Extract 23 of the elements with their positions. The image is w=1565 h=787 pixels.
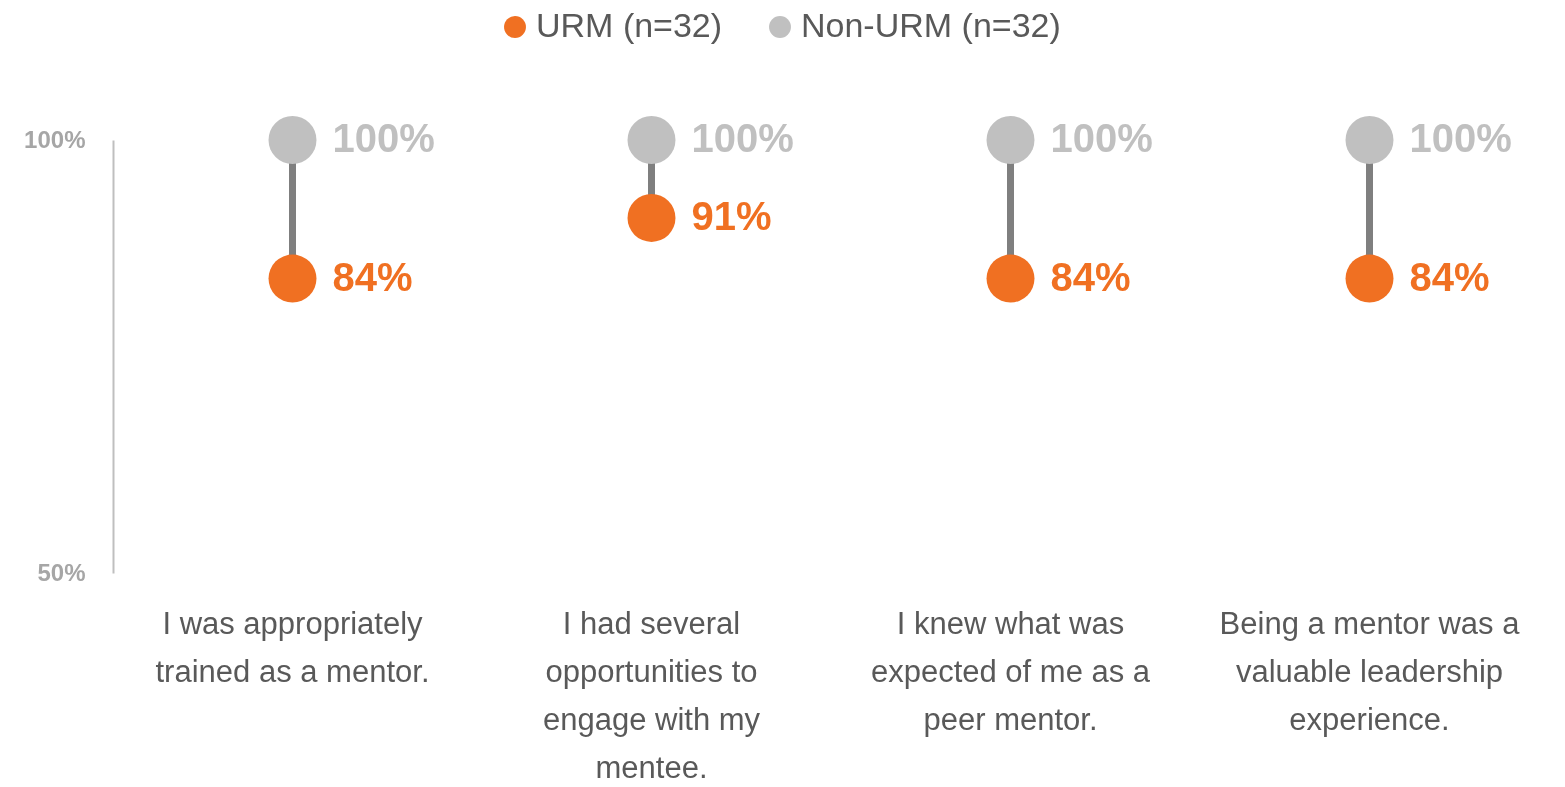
data-label: 100% [332, 116, 435, 160]
x-tick-label: Being a mentor was a valuable leadership experience. [1219, 605, 1521, 737]
y-tick-label: 50% [37, 558, 86, 586]
data-label: 84% [1409, 254, 1490, 299]
data-label: 84% [332, 254, 413, 299]
point [268, 254, 317, 303]
x-tick-label: I had several opportunities to engage with my mentee. [542, 605, 761, 785]
point [268, 116, 317, 164]
point [627, 116, 676, 164]
x-tick-label: I knew what was expected of me as a peer mentor. [870, 605, 1151, 737]
point [1345, 116, 1394, 164]
data-label: 100% [691, 116, 794, 160]
point [986, 116, 1035, 164]
data-label: 84% [1050, 254, 1131, 299]
data-label: 100% [1409, 116, 1512, 160]
data-label: 100% [1050, 116, 1153, 160]
point [627, 194, 676, 242]
data-label: 91% [691, 193, 772, 238]
point [986, 254, 1035, 303]
legend-label: Non-URM (n=32) [801, 6, 1061, 44]
legend-label: URM (n=32) [536, 6, 723, 44]
point [1345, 254, 1394, 303]
x-tick-label: I was appropriately trained as a mentor. [155, 605, 430, 689]
